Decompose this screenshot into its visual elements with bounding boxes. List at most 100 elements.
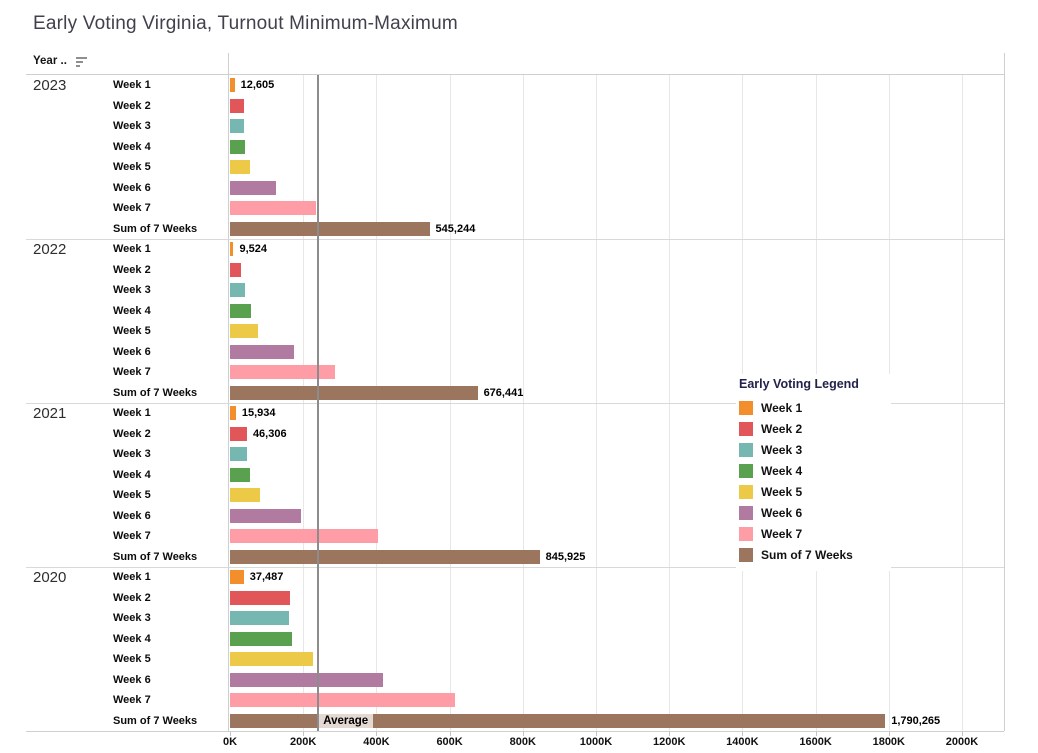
- bar-value-label: 845,925: [545, 550, 586, 563]
- bar-week-7[interactable]: [230, 201, 317, 216]
- axis-tick-label: 0K: [222, 736, 238, 748]
- bar-sum-of-7-weeks[interactable]: [230, 549, 540, 564]
- axis-baseline: [26, 731, 1004, 732]
- average-line-label: Average: [319, 712, 374, 729]
- bar-week-1[interactable]: [230, 78, 235, 93]
- bar-value-label: 12,605: [240, 79, 275, 92]
- legend-swatch: [739, 421, 753, 436]
- row-label[interactable]: Week 4: [113, 140, 151, 153]
- bar-week-4[interactable]: [230, 139, 245, 154]
- axis-tick-label: 2000K: [945, 736, 979, 748]
- year-column-header[interactable]: Year ..: [33, 55, 87, 67]
- legend-item[interactable]: Week 5: [739, 481, 891, 502]
- legend-item[interactable]: Week 3: [739, 439, 891, 460]
- row-label[interactable]: Week 5: [113, 489, 151, 501]
- legend-swatch: [739, 526, 753, 541]
- bar-week-7[interactable]: [230, 365, 335, 380]
- bar-value-label: 37,487: [249, 571, 284, 584]
- bar-week-7[interactable]: [230, 693, 455, 708]
- row-label[interactable]: Week 7: [113, 530, 151, 542]
- bar-value-label: 46,306: [252, 427, 287, 440]
- bar-week-4[interactable]: [230, 631, 293, 646]
- row-label[interactable]: Week 3: [113, 448, 151, 460]
- axis-tick: [522, 732, 524, 736]
- bar-week-1[interactable]: [230, 570, 244, 585]
- axis-tick: [449, 732, 451, 736]
- row-label[interactable]: Week 1: [113, 571, 151, 583]
- legend-item-label: Week 7: [761, 526, 803, 541]
- row-label[interactable]: Week 6: [113, 181, 151, 194]
- row-label[interactable]: Week 1: [113, 407, 151, 419]
- row-label[interactable]: Week 1: [113, 243, 151, 255]
- legend-swatch: [739, 463, 753, 478]
- bar-week-3[interactable]: [230, 447, 248, 462]
- year-label[interactable]: 2021: [33, 405, 67, 422]
- row-label[interactable]: Week 5: [113, 653, 151, 665]
- legend-item-label: Week 2: [761, 421, 803, 436]
- row-label[interactable]: Week 4: [113, 632, 151, 645]
- bar-week-3[interactable]: [230, 611, 289, 626]
- bar-sum-of-7-weeks[interactable]: [230, 385, 478, 400]
- bar-week-7[interactable]: [230, 529, 379, 544]
- row-label[interactable]: Sum of 7 Weeks: [113, 222, 198, 235]
- row-label[interactable]: Week 2: [113, 591, 151, 604]
- row-label[interactable]: Week 3: [113, 612, 151, 624]
- row-label[interactable]: Week 7: [113, 694, 151, 706]
- bar-week-5[interactable]: [230, 324, 259, 339]
- bar-week-5[interactable]: [230, 160, 251, 175]
- row-label[interactable]: Week 1: [113, 79, 151, 91]
- row-label[interactable]: Week 3: [113, 284, 151, 296]
- axis-tick-label: 800K: [509, 736, 536, 748]
- bar-week-2[interactable]: [230, 262, 242, 277]
- header-underline: [26, 74, 1004, 75]
- bar-week-1[interactable]: [230, 242, 234, 257]
- year-label[interactable]: 2022: [33, 241, 67, 258]
- bar-value-label: 1,790,265: [891, 714, 941, 727]
- bar-week-2[interactable]: [230, 98, 244, 113]
- row-label[interactable]: Week 4: [113, 304, 151, 317]
- bar-week-5[interactable]: [230, 488, 261, 503]
- row-label[interactable]: Week 7: [113, 202, 151, 214]
- legend-item[interactable]: Week 4: [739, 460, 891, 481]
- bar-week-5[interactable]: [230, 652, 313, 667]
- bar-week-6[interactable]: [230, 344, 295, 359]
- sort-descending-icon[interactable]: [75, 55, 87, 67]
- bar-value-label: 9,524: [239, 243, 268, 256]
- bar-week-1[interactable]: [230, 406, 236, 421]
- bar-week-6[interactable]: [230, 508, 301, 523]
- legend-item[interactable]: Week 2: [739, 418, 891, 439]
- bar-week-6[interactable]: [230, 672, 383, 687]
- bar-week-2[interactable]: [230, 426, 247, 441]
- bar-week-3[interactable]: [230, 119, 244, 134]
- legend-item[interactable]: Week 1: [739, 397, 891, 418]
- row-label[interactable]: Week 7: [113, 366, 151, 378]
- bar-week-4[interactable]: [230, 467, 251, 482]
- axis-tick: [230, 732, 231, 736]
- bar-sum-of-7-weeks[interactable]: [230, 221, 430, 236]
- row-label[interactable]: Week 2: [113, 99, 151, 112]
- row-label[interactable]: Week 4: [113, 468, 151, 481]
- row-label[interactable]: Week 5: [113, 325, 151, 337]
- bar-sum-of-7-weeks[interactable]: [230, 713, 886, 728]
- bar-week-4[interactable]: [230, 303, 251, 318]
- row-label[interactable]: Week 6: [113, 509, 151, 522]
- legend-item[interactable]: Sum of 7 Weeks: [739, 544, 891, 565]
- bar-week-3[interactable]: [230, 283, 245, 298]
- row-label[interactable]: Week 6: [113, 345, 151, 358]
- year-label[interactable]: 2020: [33, 569, 67, 586]
- row-label[interactable]: Sum of 7 Weeks: [113, 550, 198, 563]
- bar-week-2[interactable]: [230, 590, 291, 605]
- row-label[interactable]: Week 6: [113, 673, 151, 686]
- legend-swatch: [739, 484, 753, 499]
- legend-item[interactable]: Week 6: [739, 502, 891, 523]
- row-label[interactable]: Week 2: [113, 427, 151, 440]
- bar-week-6[interactable]: [230, 180, 277, 195]
- legend-item[interactable]: Week 7: [739, 523, 891, 544]
- row-label[interactable]: Week 5: [113, 161, 151, 173]
- row-label[interactable]: Sum of 7 Weeks: [113, 386, 198, 399]
- year-label[interactable]: 2023: [33, 77, 67, 94]
- row-label[interactable]: Sum of 7 Weeks: [113, 714, 198, 727]
- row-label[interactable]: Week 3: [113, 120, 151, 132]
- row-label[interactable]: Week 2: [113, 263, 151, 276]
